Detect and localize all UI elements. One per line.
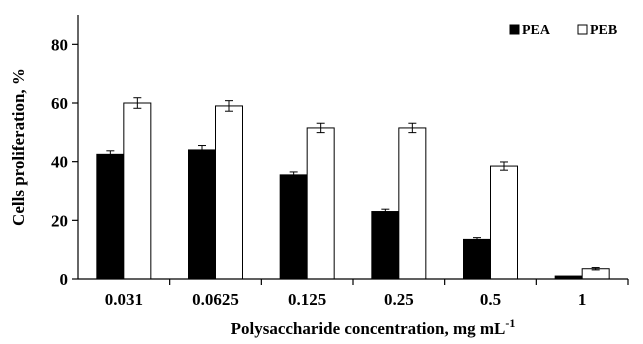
x-axis-ticks: 0.031 0.0625 0.125 0.25 0.5 1 [105,279,629,309]
x-tick-label: 0.25 [384,290,414,309]
x-axis-title-text: Polysaccharide concentration, mg mL [231,319,506,338]
legend-label-peb: PEB [590,23,617,38]
bar-peb [306,127,335,280]
bar-peb [215,105,243,280]
bar-peb [490,165,518,280]
x-tick-label: 1 [578,290,587,309]
bar-pea [463,238,491,280]
legend-swatch-peb [577,24,588,35]
y-tick-label: 40 [51,153,68,172]
y-tick-label: 80 [51,35,68,54]
y-tick-label: 0 [60,270,69,289]
y-axis-ticks: 0 20 40 60 80 [51,35,78,289]
x-axis-title: Polysaccharide concentration, mg mL-1 [231,316,516,338]
bar-pea [96,153,125,280]
x-axis-title-superscript: -1 [505,316,515,330]
x-tick-label: 0.5 [480,290,501,309]
bar-pea [371,211,400,280]
x-tick-label: 0.0625 [192,290,239,309]
bar-peb [398,127,427,280]
legend-label-pea: PEA [522,23,551,38]
y-tick-label: 60 [51,94,68,113]
legend-swatch-pea [509,24,520,35]
bar-pea [188,149,216,280]
x-tick-label: 0.125 [288,290,326,309]
bar-peb [123,102,152,280]
y-tick-label: 20 [51,211,68,230]
y-axis-title: Cells proliferation, % [9,68,28,226]
axes [77,15,628,280]
legend: PEA PEB [509,23,617,38]
plot-area [96,97,610,280]
x-tick-label: 0.031 [105,290,143,309]
bar-pea [279,174,308,280]
